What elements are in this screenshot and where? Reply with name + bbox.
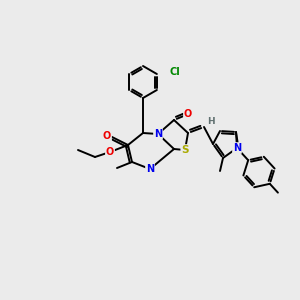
Text: O: O — [103, 131, 111, 141]
Text: S: S — [181, 145, 189, 155]
Text: H: H — [207, 118, 215, 127]
Text: O: O — [106, 147, 114, 157]
Text: N: N — [154, 129, 162, 139]
Text: N: N — [146, 164, 154, 174]
Text: Cl: Cl — [169, 67, 180, 77]
Text: N: N — [233, 143, 241, 153]
Text: O: O — [184, 109, 192, 119]
